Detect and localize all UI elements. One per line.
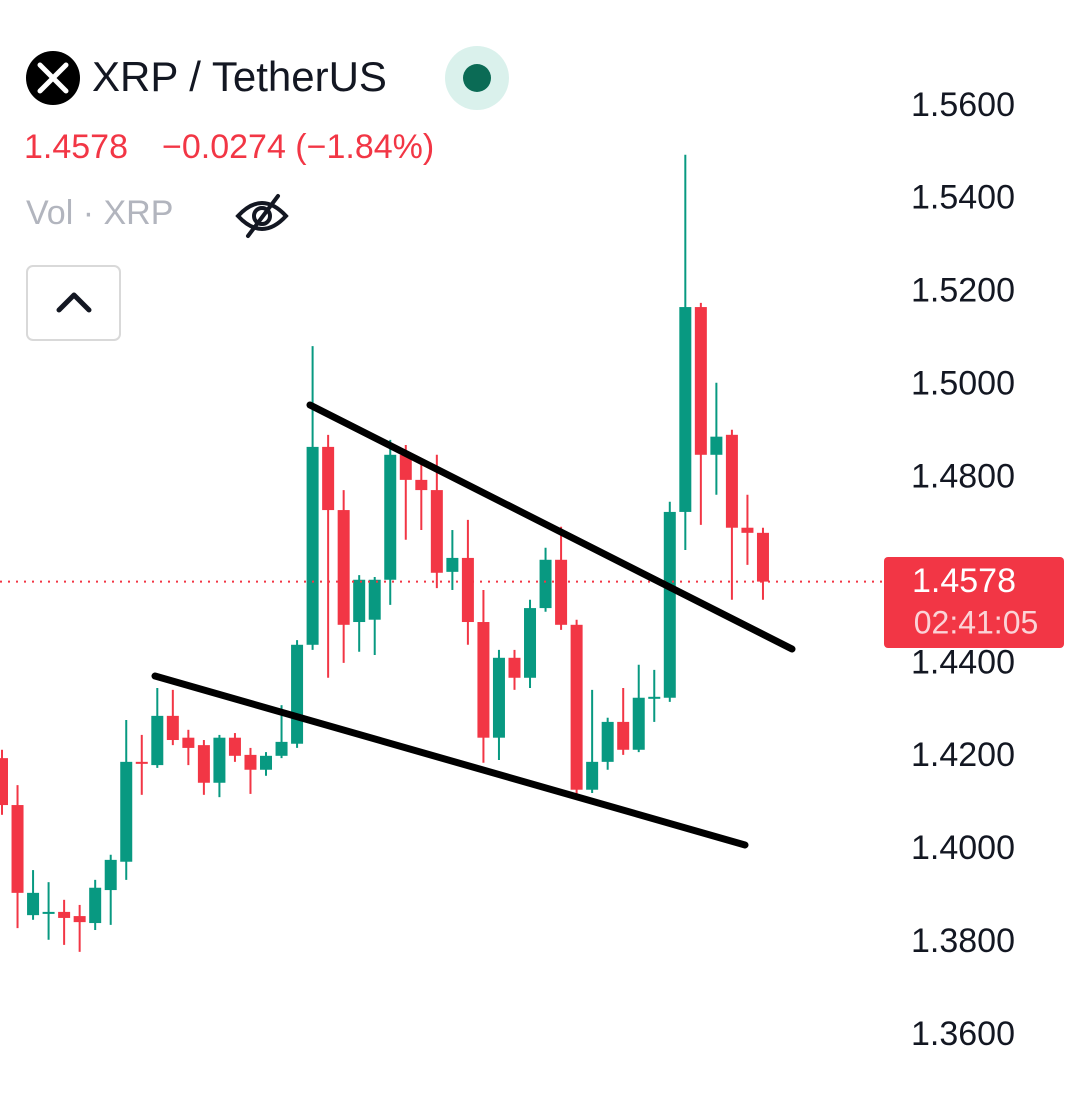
y-tick-label: 1.3600 bbox=[911, 1015, 1015, 1053]
y-tick-label: 1.5400 bbox=[911, 179, 1015, 217]
candle-body bbox=[42, 911, 55, 914]
chart-title: XRP / TetherUS bbox=[92, 53, 387, 100]
candle-body bbox=[291, 644, 304, 744]
countdown-label: 02:41:05 bbox=[914, 604, 1039, 640]
trendline-upper bbox=[306, 401, 796, 653]
candle-body bbox=[555, 559, 568, 625]
hide-volume-icon[interactable] bbox=[235, 194, 289, 238]
eye-slash bbox=[246, 194, 280, 238]
candle-body bbox=[306, 446, 319, 645]
candle-body bbox=[586, 761, 599, 790]
candle-body bbox=[694, 307, 707, 455]
candle-body bbox=[213, 737, 226, 783]
candle-body bbox=[632, 697, 645, 750]
candle-body bbox=[524, 608, 537, 678]
header-price: 1.4578 bbox=[24, 128, 128, 166]
candle-body bbox=[353, 579, 366, 623]
y-tick-label: 1.4200 bbox=[911, 736, 1015, 774]
candle-body bbox=[741, 527, 754, 533]
trendline-lower bbox=[151, 672, 749, 849]
candle-body bbox=[58, 911, 71, 918]
y-tick-label: 1.4400 bbox=[911, 643, 1015, 681]
candle-body bbox=[182, 737, 195, 748]
candle-body bbox=[104, 859, 117, 891]
plot-area bbox=[0, 154, 884, 952]
market-status-dot bbox=[463, 64, 491, 92]
y-tick-label: 1.4000 bbox=[911, 829, 1015, 867]
candle-body bbox=[430, 490, 443, 573]
candle-body bbox=[461, 557, 474, 623]
candle-body bbox=[539, 559, 552, 609]
header-change: −0.0274 (−1.84%) bbox=[162, 128, 434, 166]
candle-body bbox=[228, 737, 241, 756]
last-price-label: 1.4578 bbox=[912, 562, 1016, 600]
last-price-box: 1.4578 02:41:05 bbox=[884, 557, 1064, 648]
symbol-logo-mark bbox=[37, 62, 69, 94]
y-tick-label: 1.5200 bbox=[911, 272, 1015, 310]
candle-body bbox=[617, 721, 630, 750]
candle-body bbox=[120, 761, 133, 862]
eye-outline bbox=[235, 201, 289, 231]
candle-body bbox=[89, 887, 102, 924]
price-axis: 1.5600 1.5400 1.5200 1.5000 1.4800 1.4400 1.42… bbox=[911, 86, 1015, 1053]
y-tick-label: 1.3800 bbox=[911, 922, 1015, 960]
candle-body bbox=[679, 307, 692, 512]
candle-body bbox=[508, 657, 521, 678]
candle-body bbox=[0, 758, 8, 806]
candle-body bbox=[322, 446, 335, 511]
candle-body bbox=[166, 715, 179, 741]
candle-body bbox=[244, 754, 257, 770]
candle-body bbox=[73, 916, 86, 923]
candle-body bbox=[135, 761, 148, 764]
candle-body bbox=[446, 557, 459, 572]
candle-body bbox=[337, 510, 350, 625]
candle-body bbox=[151, 715, 164, 766]
candle-body bbox=[725, 434, 738, 528]
candle-body bbox=[399, 454, 412, 480]
candle-body bbox=[570, 624, 583, 790]
candle-body bbox=[11, 805, 24, 893]
candle-body bbox=[710, 436, 723, 455]
candle-body bbox=[275, 741, 288, 756]
candle-body bbox=[260, 755, 273, 770]
last-price-background bbox=[884, 557, 1064, 648]
eye-pupil bbox=[252, 206, 272, 226]
collapse-button[interactable] bbox=[26, 265, 121, 341]
candle-body bbox=[601, 721, 614, 762]
candle-body bbox=[756, 532, 769, 582]
collapse-chevron bbox=[56, 292, 92, 313]
y-tick-label: 1.5000 bbox=[911, 365, 1015, 403]
volume-label: Vol · XRP bbox=[26, 194, 173, 232]
candle-body bbox=[27, 892, 40, 916]
candle-body bbox=[492, 657, 505, 738]
candle-body bbox=[197, 745, 210, 783]
candle-body bbox=[663, 511, 676, 698]
candle-body bbox=[368, 579, 381, 620]
candle-body bbox=[648, 696, 661, 699]
y-tick-label: 1.5600 bbox=[911, 86, 1015, 124]
y-tick-label: 1.4800 bbox=[911, 457, 1015, 495]
candle-body bbox=[384, 454, 397, 580]
candle-body bbox=[415, 479, 428, 491]
candle-body bbox=[477, 622, 490, 738]
